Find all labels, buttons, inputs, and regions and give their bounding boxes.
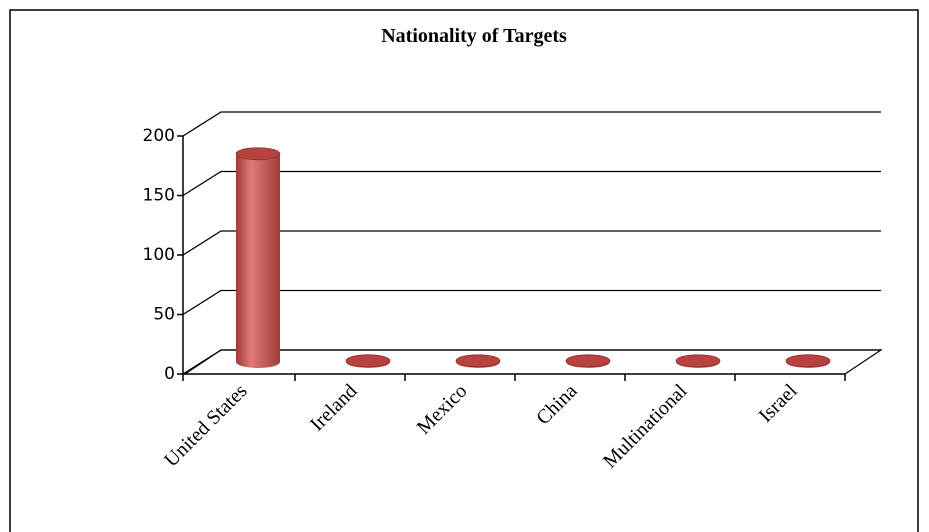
y-tick-label: 100 [143, 245, 175, 265]
y-tick-label: 0 [164, 364, 175, 384]
grid-line [182, 111, 881, 137]
bar [565, 354, 611, 368]
bar [235, 147, 281, 368]
y-tick-label: 50 [153, 305, 175, 325]
y-tick-label: 150 [143, 186, 175, 206]
y-tick-label: 200 [143, 126, 175, 146]
grid-line [182, 230, 881, 256]
grid-line [182, 289, 881, 316]
bar [345, 354, 391, 368]
bar [785, 354, 831, 368]
bar [455, 354, 501, 368]
grid-line [182, 170, 881, 197]
chart-border [9, 9, 919, 532]
grid-line [182, 349, 881, 375]
bar [675, 354, 721, 368]
chart-title: Nationality of Targets [381, 25, 567, 47]
